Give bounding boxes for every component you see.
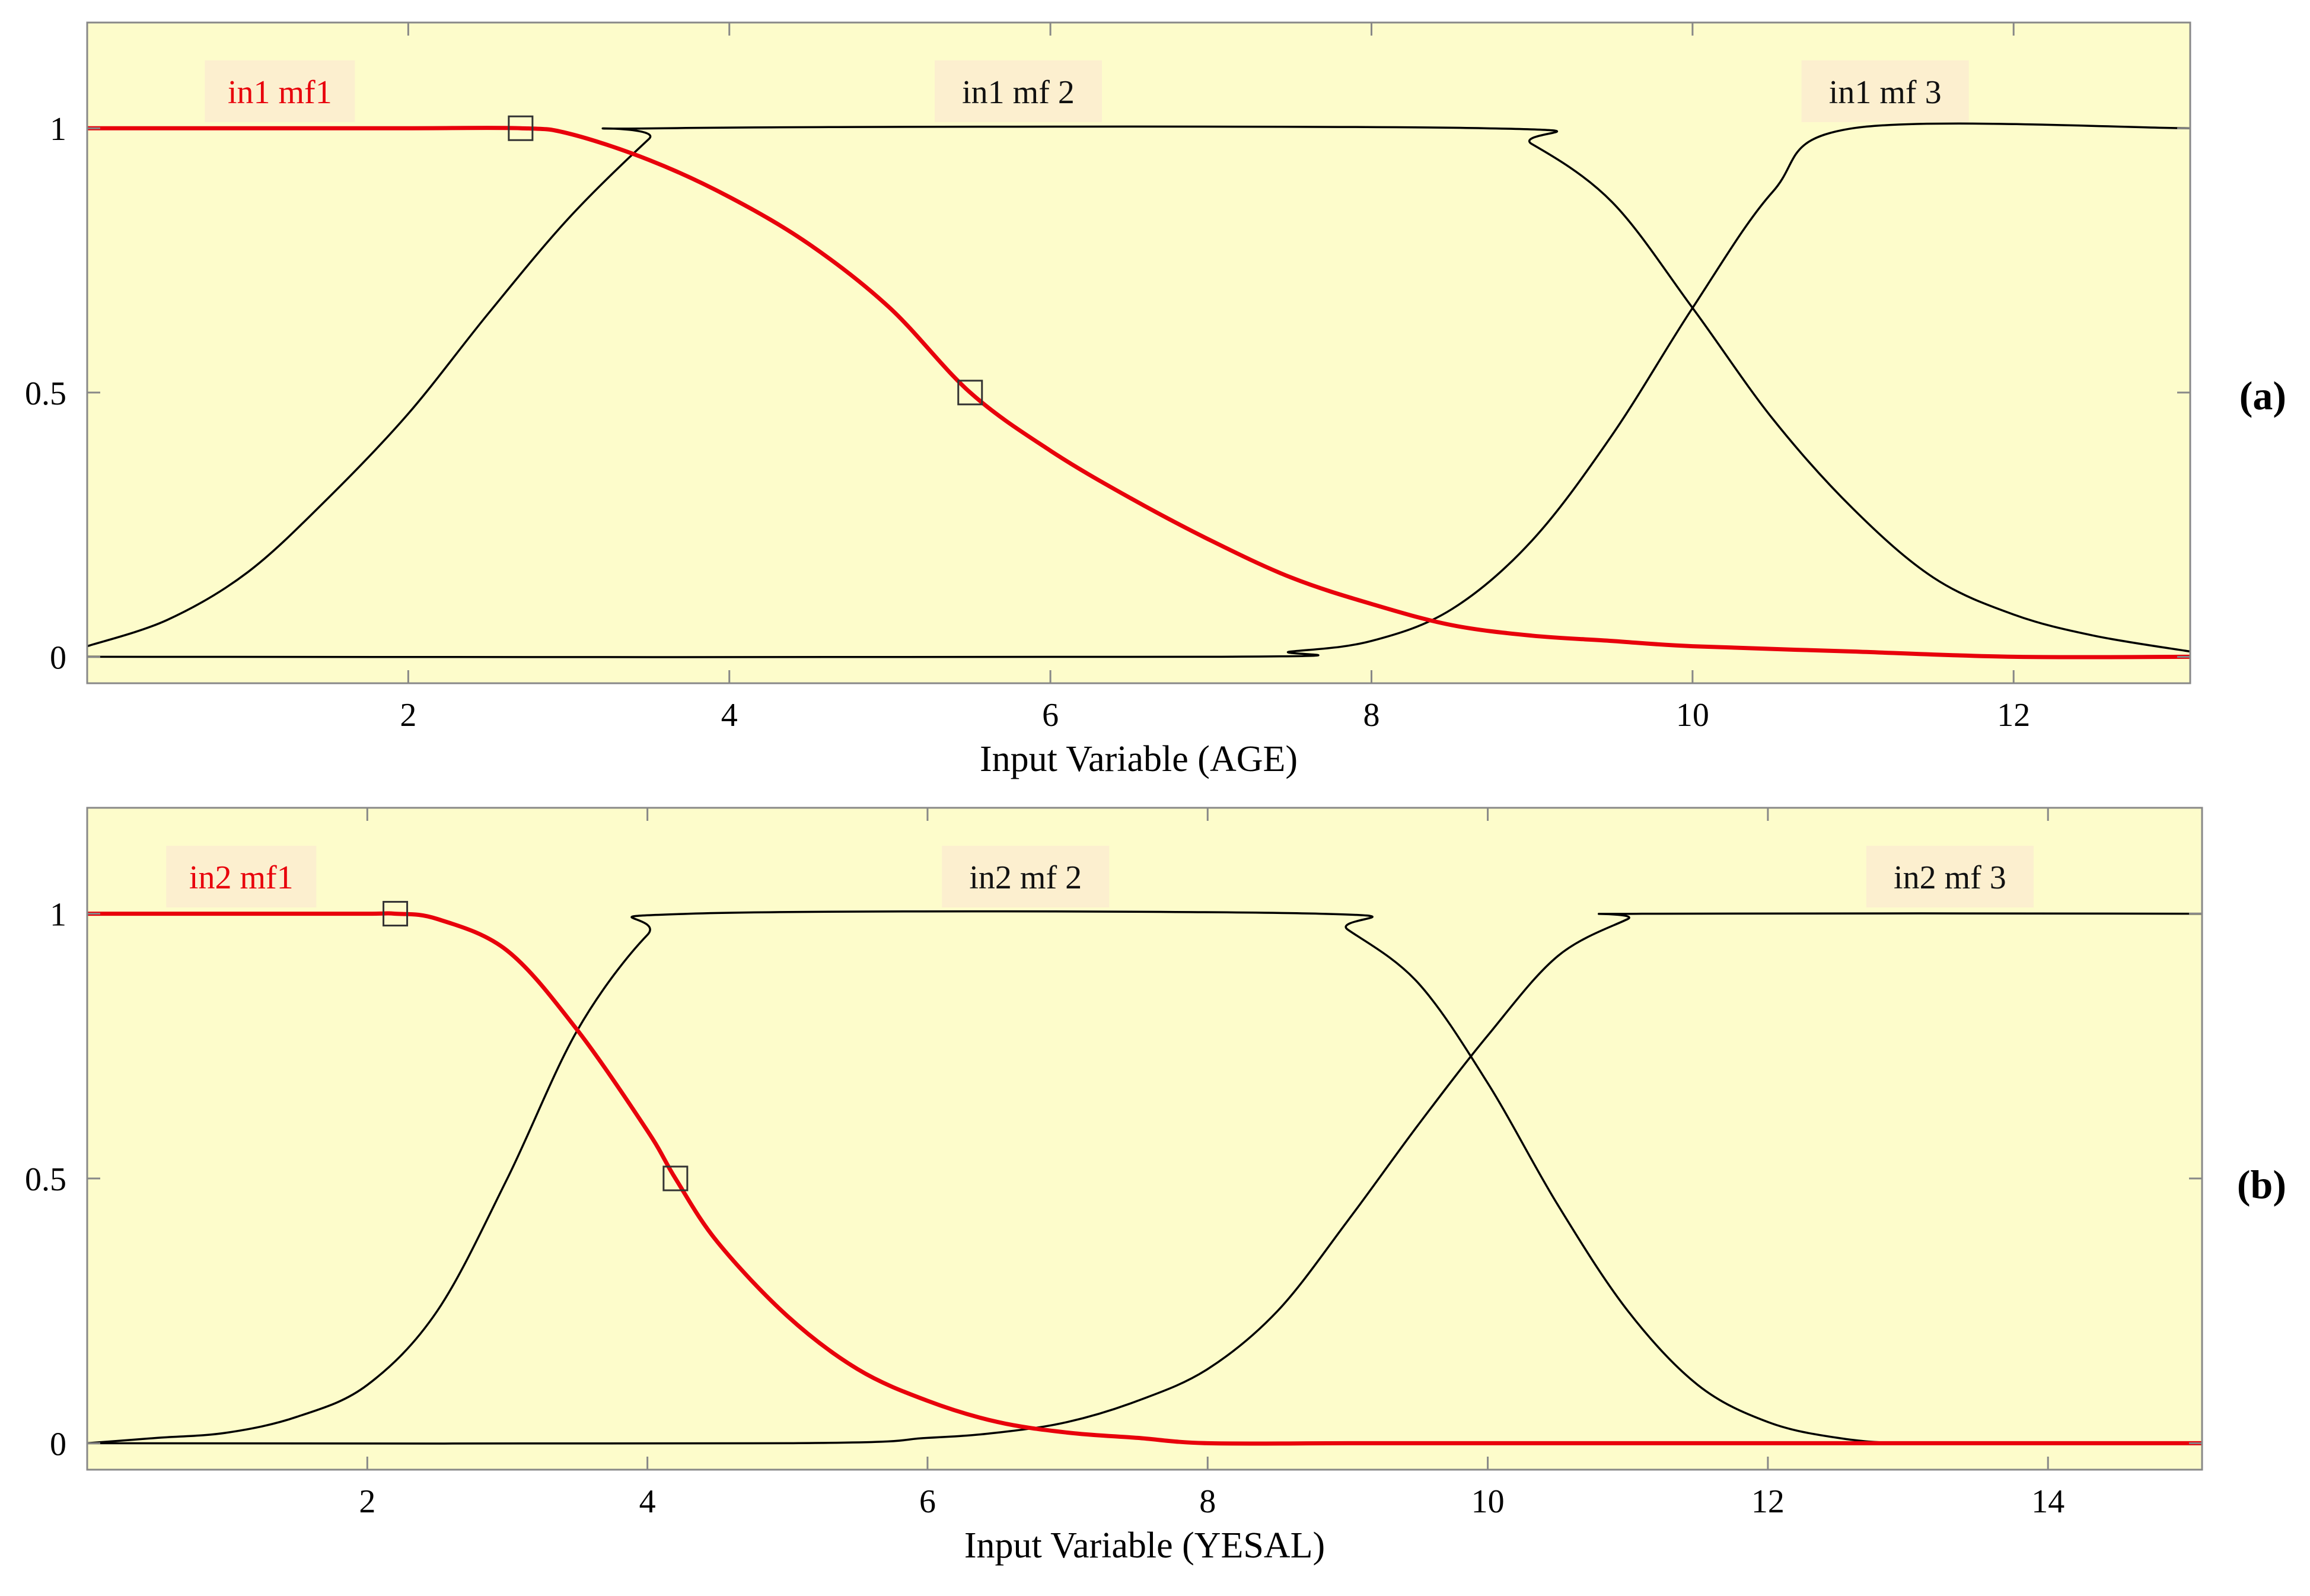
legend-label-box	[1801, 60, 1969, 122]
x-tick-label: 12	[1751, 1483, 1785, 1520]
legend-label-in2-mf1: in2 mf1	[189, 859, 294, 896]
series-line-in1-mf-3	[87, 122, 2191, 658]
x-tick-label: 2	[359, 1483, 375, 1520]
x-tick-label: 14	[2031, 1483, 2064, 1520]
panel-label: (b)	[2237, 1162, 2286, 1207]
legend-label-in1-mf1: in1 mf1	[228, 74, 332, 111]
series-line-in1-mf-2	[87, 125, 2191, 653]
legend-label-box	[934, 60, 1102, 122]
chart-panel-b: in2 mf1 in2 mf 2 in2 mf 3 2 4 6 8 10 12 14 0 0.5 1 In…	[25, 807, 2286, 1566]
series-line-in2-mf-2	[87, 910, 2202, 1445]
legend-label-box	[942, 846, 1110, 908]
legend-label-box	[205, 60, 355, 122]
handle-marker	[508, 115, 534, 141]
x-axis-title: Input Variable (YESAL)	[964, 1525, 1325, 1566]
y-tick-label: 0	[50, 1426, 66, 1463]
handle-marker	[662, 1165, 689, 1192]
y-tick-label: 0.5	[25, 1161, 66, 1198]
legend-label-in2-mf-3: in2 mf 3	[1894, 859, 2006, 896]
plot-frame	[86, 21, 2191, 684]
x-tick-label: 12	[1997, 697, 2030, 734]
series-line-in2-mf-3	[87, 912, 2203, 1445]
legend-label-in1-mf-3: in1 mf 3	[1829, 74, 1942, 111]
plot-area	[87, 23, 2190, 683]
x-tick-label: 6	[919, 1483, 936, 1520]
legend-label-in2-mf-2: in2 mf 2	[969, 859, 1082, 896]
x-axis-title: Input Variable (AGE)	[980, 739, 1298, 779]
handle-marker	[383, 901, 409, 927]
y-tick-label: 1	[50, 897, 66, 934]
series-line-in2-mf1	[87, 911, 2202, 1446]
x-tick-label: 8	[1199, 1483, 1216, 1520]
y-tick-label: 0	[50, 639, 66, 676]
handle-marker	[957, 380, 983, 406]
y-tick-label: 0.5	[25, 375, 66, 412]
legend-label-box	[1866, 846, 2034, 908]
plot-frame	[86, 807, 2203, 1471]
x-tick-label: 2	[400, 697, 416, 734]
series-line-in1-mf1	[87, 126, 2191, 660]
legend-label-box	[166, 846, 317, 908]
x-tick-label: 8	[1363, 697, 1379, 734]
x-tick-label: 4	[721, 697, 738, 734]
x-tick-label: 10	[1676, 697, 1709, 734]
x-tick-label: 4	[639, 1483, 656, 1520]
legend-label-in1-mf-2: in1 mf 2	[962, 74, 1075, 111]
x-tick-label: 6	[1042, 697, 1059, 734]
x-tick-label: 10	[1471, 1483, 1505, 1520]
chart-panel-a: in1 mf1 in1 mf 2 in1 mf 3 2 4 6 8 10 12 0 0.5 1 Inpu…	[25, 21, 2286, 779]
y-tick-label: 1	[50, 111, 66, 148]
panel-label: (a)	[2239, 373, 2286, 418]
